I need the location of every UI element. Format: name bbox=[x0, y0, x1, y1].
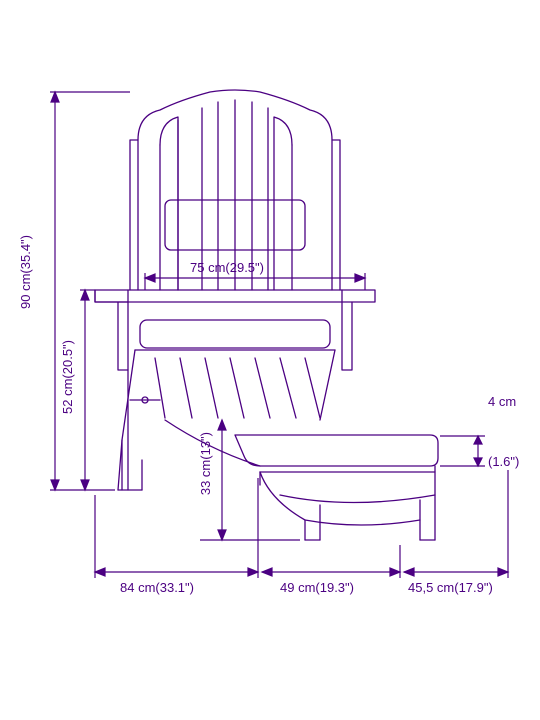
label-cushion-cm: 4 cm bbox=[488, 394, 516, 409]
label-seat-height: 52 cm(20.5") bbox=[60, 340, 75, 414]
chair-line-drawing bbox=[0, 0, 540, 720]
label-footrest-height: 33 cm(13") bbox=[198, 432, 213, 495]
label-footrest-depth: 49 cm(19.3") bbox=[280, 580, 354, 595]
label-arm-width: 75 cm(29.5") bbox=[190, 260, 264, 275]
dimension-diagram: 90 cm(35.4") 52 cm(20.5") 75 cm(29.5") 3… bbox=[0, 0, 540, 720]
label-chair-depth: 84 cm(33.1") bbox=[120, 580, 194, 595]
label-footrest-width: 45,5 cm(17.9") bbox=[408, 580, 493, 595]
label-total-height: 90 cm(35.4") bbox=[18, 235, 33, 309]
label-cushion-in: (1.6") bbox=[488, 454, 519, 469]
